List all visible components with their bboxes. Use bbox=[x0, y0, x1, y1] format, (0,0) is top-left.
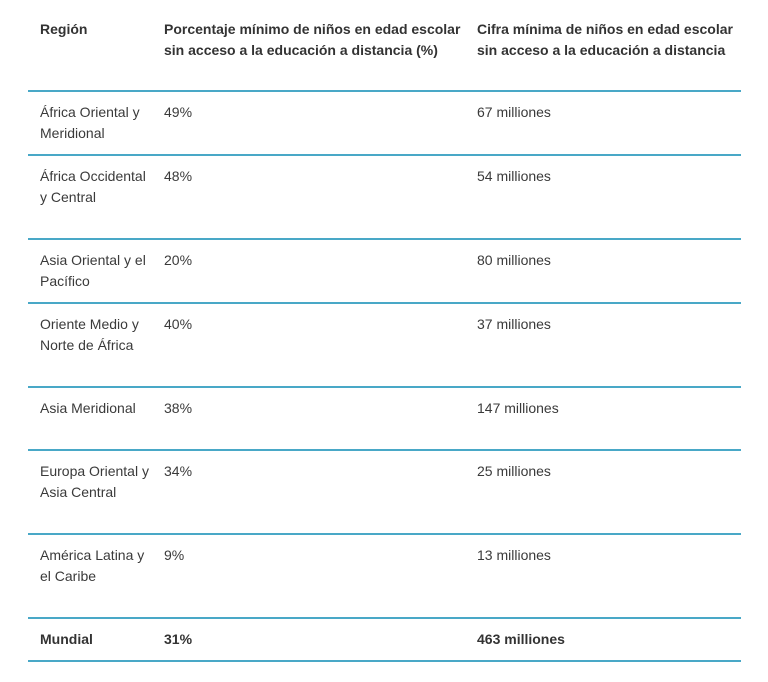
children-remote-learning-table: Región Porcentaje mínimo de niños en eda… bbox=[28, 14, 741, 662]
cell-count: 80 milliones bbox=[477, 252, 551, 268]
table-row: Asia Oriental y el Pacífico 20% 80 milli… bbox=[28, 239, 741, 303]
table-row: Europa Oriental y Asia Central 34% 25 mi… bbox=[28, 450, 741, 534]
table-header-row: Región Porcentaje mínimo de niños en eda… bbox=[28, 14, 741, 91]
table-row: Oriente Medio y Norte de África 40% 37 m… bbox=[28, 303, 741, 387]
cell-region: Asia Meridional bbox=[40, 400, 136, 416]
cell-count: 147 milliones bbox=[477, 400, 559, 416]
header-percentage: Porcentaje mínimo de niños en edad escol… bbox=[164, 21, 461, 58]
cell-region: África Oriental y Meridional bbox=[40, 104, 140, 141]
table-row: América Latina y el Caribe 9% 13 million… bbox=[28, 534, 741, 618]
cell-percentage: 20% bbox=[164, 252, 193, 268]
cell-total-count: 463 milliones bbox=[477, 631, 565, 647]
cell-region: Asia Oriental y el Pacífico bbox=[40, 252, 146, 289]
cell-region: Oriente Medio y Norte de África bbox=[40, 316, 139, 353]
cell-percentage: 38% bbox=[164, 400, 193, 416]
cell-count: 25 milliones bbox=[477, 463, 551, 479]
cell-percentage: 40% bbox=[164, 316, 193, 332]
table-row: África Oriental y Meridional 49% 67 mill… bbox=[28, 91, 741, 155]
cell-total-percentage: 31% bbox=[164, 631, 193, 647]
cell-percentage: 9% bbox=[164, 547, 185, 563]
data-table-container: Región Porcentaje mínimo de niños en eda… bbox=[28, 14, 741, 662]
cell-region: Europa Oriental y Asia Central bbox=[40, 463, 149, 500]
cell-region: África Occidental y Central bbox=[40, 168, 146, 205]
cell-count: 67 milliones bbox=[477, 104, 551, 120]
header-count: Cifra mínima de niños en edad escolar si… bbox=[477, 21, 733, 58]
cell-region: América Latina y el Caribe bbox=[40, 547, 145, 584]
cell-percentage: 48% bbox=[164, 168, 193, 184]
cell-count: 13 milliones bbox=[477, 547, 551, 563]
cell-count: 54 milliones bbox=[477, 168, 551, 184]
cell-total-label: Mundial bbox=[40, 631, 93, 647]
cell-percentage: 34% bbox=[164, 463, 193, 479]
table-row: Asia Meridional 38% 147 milliones bbox=[28, 387, 741, 450]
table-row: África Occidental y Central 48% 54 milli… bbox=[28, 155, 741, 239]
header-region: Región bbox=[40, 21, 88, 37]
table-total-row: Mundial 31% 463 milliones bbox=[28, 618, 741, 661]
cell-count: 37 milliones bbox=[477, 316, 551, 332]
cell-percentage: 49% bbox=[164, 104, 193, 120]
